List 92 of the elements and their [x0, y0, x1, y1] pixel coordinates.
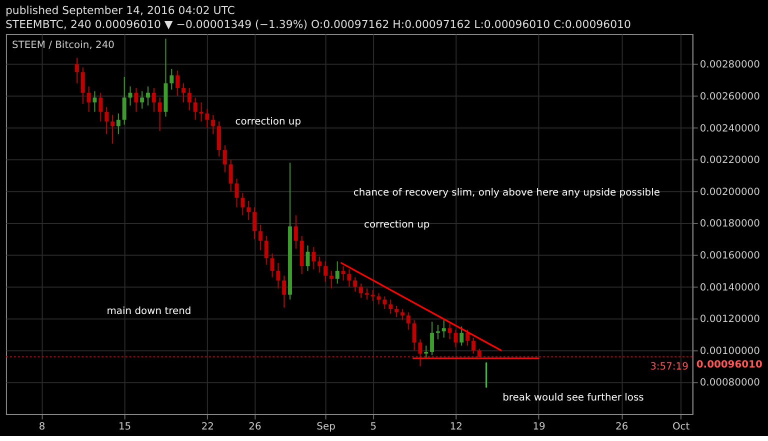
candlestick — [347, 268, 352, 288]
annotation: main down trend — [106, 306, 192, 318]
x-tick-label: 26 — [616, 421, 628, 432]
candlestick — [471, 337, 476, 354]
candlestick — [264, 235, 268, 266]
annotation: 3:57:19 — [650, 362, 688, 373]
x-tick-label: 19 — [532, 421, 546, 432]
candlestick — [170, 68, 174, 90]
candlestick — [424, 345, 428, 359]
annotation: correction up — [364, 219, 430, 230]
candlestick — [454, 329, 458, 348]
candlestick — [466, 329, 470, 346]
y-tick-label: 0.00240000 — [700, 123, 760, 134]
candlestick — [341, 266, 346, 281]
candlestick — [270, 252, 274, 278]
y-tick-label: 0.00220000 — [700, 155, 760, 166]
annotation: chance of recovery slim, only above here any upside possible — [353, 188, 660, 199]
candlestick — [294, 214, 298, 250]
candlestick — [406, 312, 410, 330]
candlestick — [122, 76, 126, 126]
candlestick — [140, 90, 144, 110]
x-tick-label: 15 — [118, 421, 132, 432]
annotation: correction up — [235, 116, 301, 128]
x-tick-label: 8 — [38, 421, 46, 432]
y-tick-label: 0.00260000 — [700, 91, 760, 102]
candlestick — [152, 88, 156, 112]
candlestick — [205, 108, 210, 128]
y-tick-label: 0.00100000 — [700, 346, 760, 357]
candlestick — [376, 292, 381, 305]
candlestick — [246, 200, 251, 220]
candlestick — [80, 66, 85, 104]
candlestick — [312, 246, 316, 270]
x-tick-label: Oct — [672, 421, 690, 432]
candlestick — [92, 90, 97, 112]
x-tick-label: 5 — [370, 421, 377, 432]
annotation: break would see further loss — [502, 392, 644, 404]
candlestick — [258, 224, 262, 251]
candlestick — [400, 308, 404, 321]
candlestick — [448, 322, 452, 340]
y-tick-label: 0.00080000 — [700, 378, 760, 389]
candlestick — [412, 320, 416, 351]
x-tick-label: 26 — [248, 421, 262, 432]
candlestick — [382, 296, 387, 310]
candlestick — [74, 57, 79, 84]
candlestick — [430, 321, 434, 356]
candlestick — [460, 326, 464, 346]
candlestick — [146, 86, 150, 106]
candlestick — [211, 114, 216, 135]
candlestick — [324, 260, 328, 283]
candlestick — [436, 324, 440, 340]
candlestick — [318, 256, 322, 273]
y-tick-label: 0.00120000 — [700, 314, 760, 326]
y-tick-label: 0.00140000 — [700, 282, 760, 294]
candlestick — [240, 192, 245, 216]
candlestick — [217, 120, 221, 157]
candlestick — [128, 86, 132, 106]
candlestick — [182, 82, 186, 103]
candlestick — [359, 283, 364, 298]
annotation: STEEM / Bitcoin, 240 — [12, 40, 114, 51]
candlestick — [252, 206, 256, 240]
chart-subtitle: STEEMBTC, 240 0.00096010 ▼ −0.00001349 (−1.39%) O:0.00097162 H:0.00097162 L:0.00096010 C:0.00096010 — [5, 18, 631, 31]
candlestick — [116, 112, 120, 135]
candlestick — [228, 159, 233, 192]
x-tick-label: 12 — [450, 421, 463, 432]
candlestick — [176, 70, 180, 96]
x-tick-label: 22 — [201, 421, 214, 432]
y-tick-label: 0.00180000 — [700, 218, 760, 230]
chart-title: published September 14, 2016 04:02 UTC — [5, 4, 236, 18]
candlestick — [110, 114, 114, 144]
y-tick-label: 0.00280000 — [700, 60, 760, 71]
candlestick — [335, 260, 340, 284]
candlestick — [282, 275, 286, 308]
ref-line-label: 0.00096010 — [696, 360, 762, 371]
candlestick — [364, 288, 369, 300]
candlestick — [193, 97, 198, 120]
candlestick — [276, 262, 280, 289]
candlestick — [329, 270, 334, 289]
candlestick — [104, 106, 109, 135]
candlestick — [86, 86, 91, 112]
y-tick-label: 0.00200000 — [700, 186, 760, 198]
candlestick — [187, 88, 192, 111]
x-tick-label: Sep — [316, 421, 336, 432]
candlestick — [158, 97, 162, 132]
candlestick — [222, 144, 227, 173]
y-tick-label: 0.00160000 — [700, 250, 760, 262]
candlestick — [370, 289, 375, 302]
candlestick — [134, 88, 138, 112]
candlestick — [442, 320, 446, 338]
candlestick — [353, 276, 358, 292]
candlestick — [394, 305, 399, 318]
candlestick — [388, 298, 393, 314]
candlestick — [98, 92, 103, 122]
